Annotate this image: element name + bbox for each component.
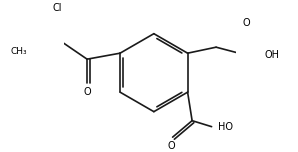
Text: CH₃: CH₃ [10,47,27,56]
Text: O: O [83,87,91,97]
Text: OH: OH [264,50,279,60]
Text: O: O [167,141,175,151]
Text: Cl: Cl [52,3,62,13]
Text: O: O [242,18,250,28]
Text: HO: HO [218,122,233,132]
